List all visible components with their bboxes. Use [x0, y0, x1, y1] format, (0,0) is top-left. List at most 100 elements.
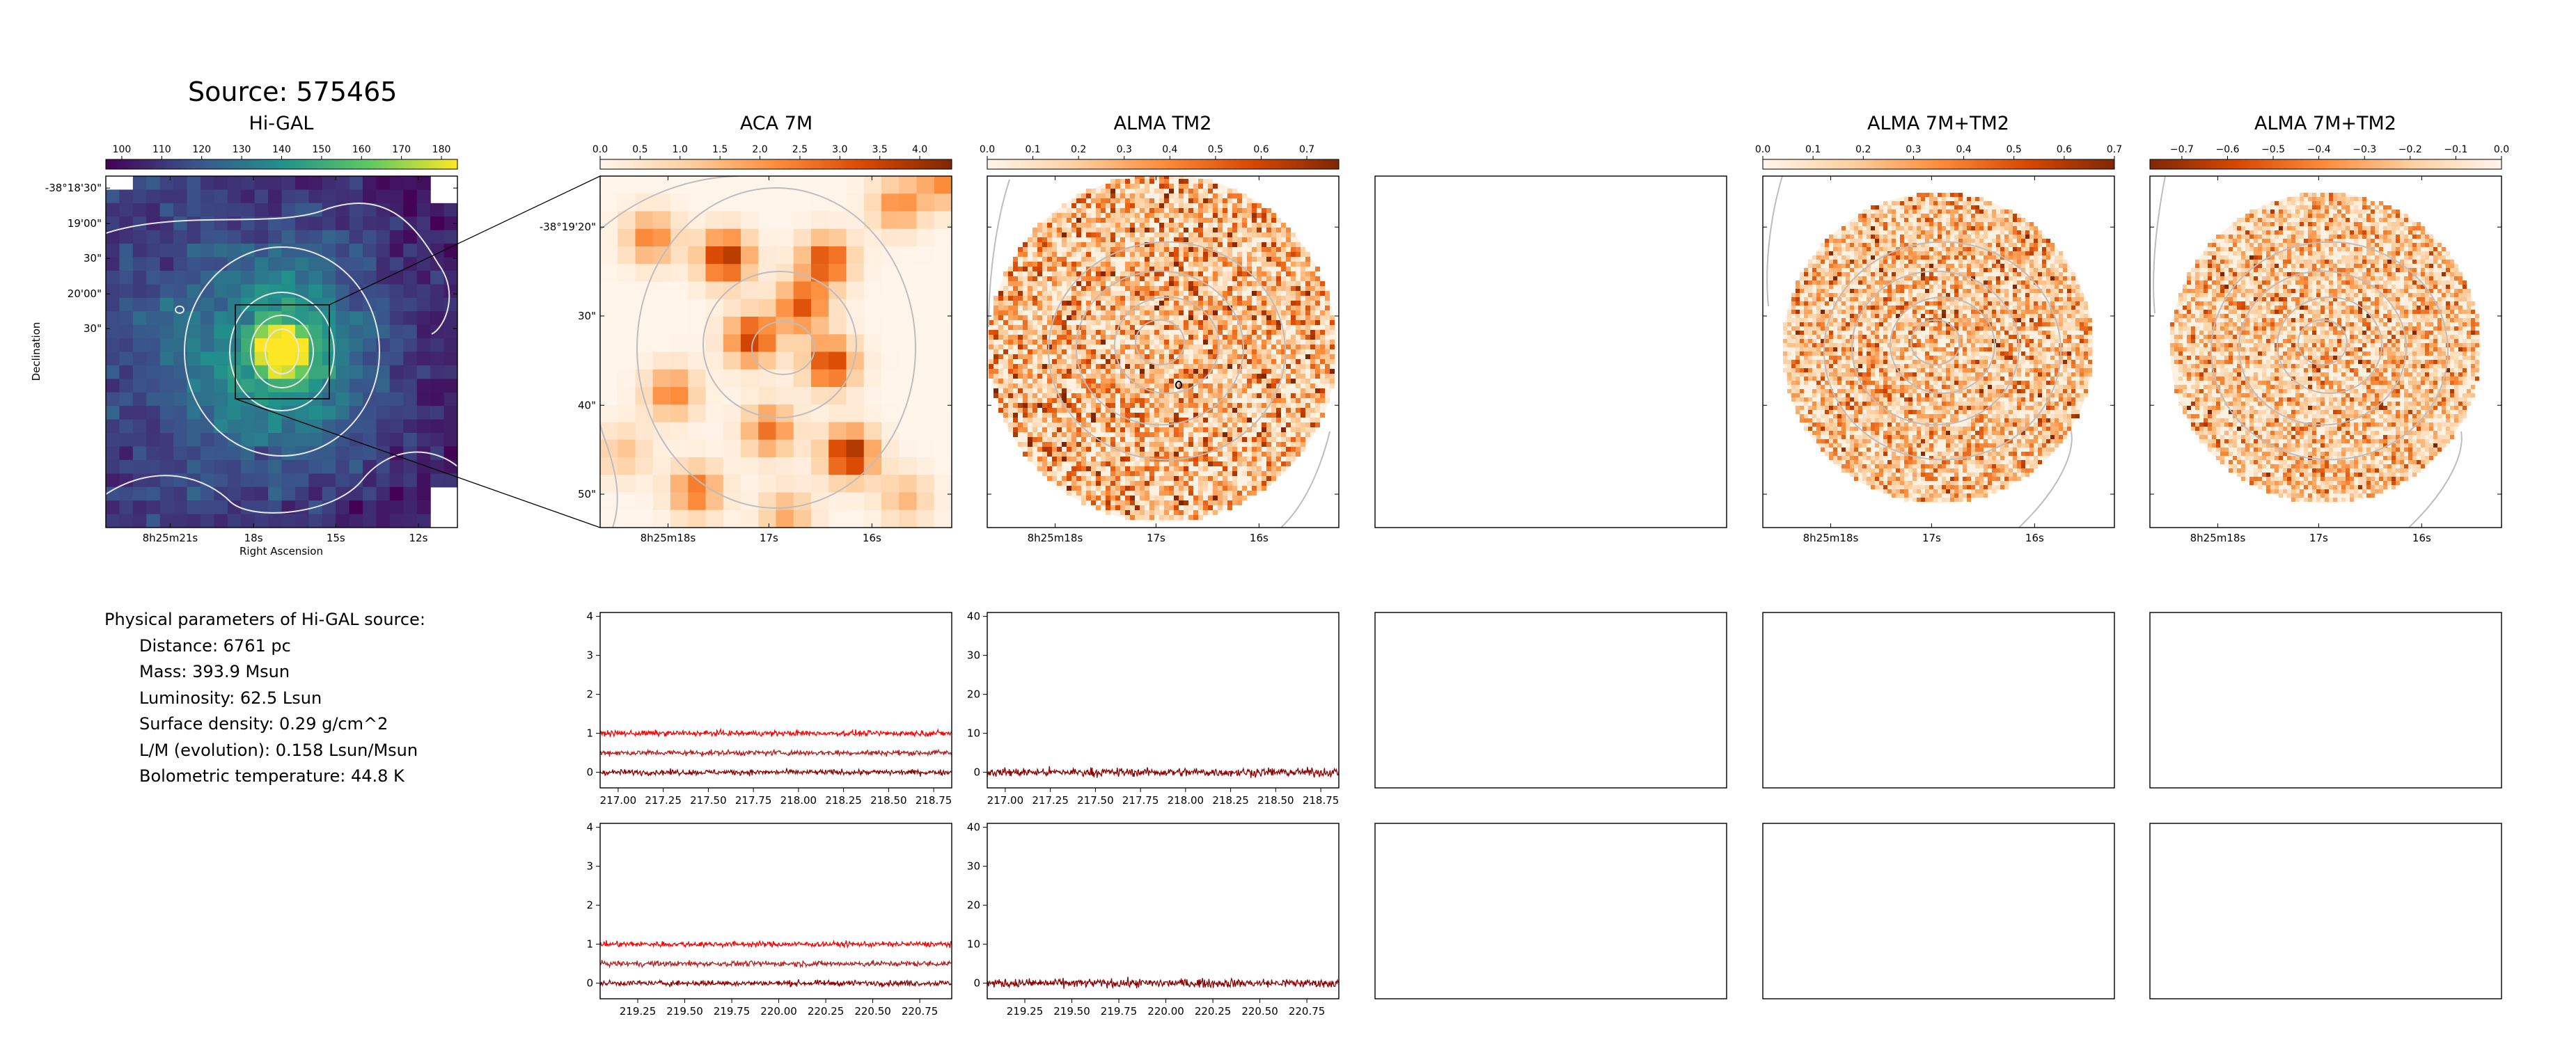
- colorbar-tick-label: 0.5: [632, 144, 647, 155]
- higal-y-label: Declination: [30, 322, 42, 381]
- x-tick-label: 17s: [1922, 532, 1941, 544]
- colorbar-tick-label: 0.4: [1162, 144, 1177, 155]
- alma-tm2-map: [989, 176, 1335, 520]
- alma-tm2-panel: ALMA TM2 0.0 0.1 0.2 0.3 0.4 0.5 0.6 0.7 8h25m1…: [980, 113, 1340, 544]
- parameter-luminosity-to-mass: L/M (evolution): 0.158 Lsun/Msun: [139, 740, 418, 760]
- x-tick-label: 17s: [1147, 532, 1165, 544]
- page-title: Source: 575465: [188, 77, 397, 107]
- physical-parameters: Physical parameters of Hi-GAL source: Di…: [104, 607, 425, 790]
- x-tick-label: 220.50: [854, 1005, 891, 1018]
- y-tick-label: 2: [586, 688, 593, 701]
- empty-spectrum-panel: [2149, 612, 2502, 789]
- parameter-distance: Distance: 6761 pc: [139, 635, 291, 656]
- colorbar-tick-label: 2.0: [752, 144, 767, 155]
- colorbar-tick-label: 140: [272, 144, 291, 155]
- alma-7m-tm2-colorbar: [1762, 159, 2115, 170]
- colorbar-tick-label: 0.2: [1071, 144, 1086, 155]
- x-tick-label: 16s: [863, 532, 881, 544]
- x-tick-label: 220.00: [1147, 1005, 1184, 1018]
- spectrum-series-line: [599, 727, 952, 738]
- aca-7m-title: ACA 7M: [740, 113, 812, 134]
- alma-7m-tm2-colorbar-ticks: 0.0 0.1 0.2 0.3 0.4 0.5 0.6 0.7: [1755, 144, 2122, 159]
- x-tick-label: 217.50: [690, 794, 727, 807]
- colorbar-tick-label: 0.1: [1805, 144, 1821, 155]
- higal-colorbar: [105, 159, 458, 170]
- x-tick-label: 218.75: [1303, 794, 1340, 807]
- colorbar-tick-label: 0.7: [2107, 144, 2122, 155]
- x-tick-label: 219.50: [666, 1005, 703, 1018]
- alma-tm2-title: ALMA TM2: [1114, 113, 1212, 134]
- spectrum-aca-spw2: 219.25 219.50 219.75 220.00 220.25 220.50 220.…: [586, 821, 952, 1018]
- x-tick-label: 217.75: [1122, 794, 1159, 807]
- alma-7m-tm2-panel: ALMA 7M+TM2 0.0 0.1 0.2 0.3 0.4 0.5 0.6 0.7 8h2…: [1755, 113, 2122, 544]
- spectrum-tm2-spw1: 217.00 217.25 217.50 217.75 218.00 218.25 218.…: [967, 610, 1340, 807]
- alma-7m-tm2-contours: [1766, 176, 2073, 528]
- y-tick-label: 40": [578, 399, 596, 411]
- alma-tm2-x-ticks: 8h25m18s 17s 16s: [987, 176, 1339, 544]
- x-tick-label: 8h25m18s: [2190, 532, 2246, 544]
- spectrum-series-line: [599, 768, 952, 777]
- empty-image-panel: [1374, 175, 1727, 528]
- y-tick-label: 30: [967, 649, 980, 662]
- colorbar-tick-label: 0.0: [980, 144, 995, 155]
- spectrum-series-line: [599, 960, 952, 969]
- parameter-bolometric-temperature: Bolometric temperature: 44.8 K: [139, 766, 405, 786]
- alma-7m-tm2-x-ticks: 8h25m18s 17s 16s: [1763, 176, 2114, 544]
- y-tick-label: 19'00": [68, 217, 102, 230]
- colorbar-tick-label: −0.7: [2170, 144, 2194, 155]
- y-tick-label: 0: [973, 977, 980, 990]
- spectrum-axes: [599, 612, 952, 789]
- x-tick-label: 220.25: [808, 1005, 845, 1018]
- aca-7m-colorbar: [599, 159, 952, 170]
- x-tick-label: 218.50: [1257, 794, 1294, 807]
- colorbar-tick-label: 0.6: [2057, 144, 2072, 155]
- x-tick-label: 16s: [1250, 532, 1269, 544]
- colorbar-tick-label: 3.0: [832, 144, 847, 155]
- higal-x-ticks: 8h25m21s 18s 15s 12s: [143, 176, 428, 544]
- x-tick-label: 217.00: [987, 794, 1024, 807]
- y-tick-label: -38°19'20": [540, 221, 596, 233]
- y-tick-label: 50": [578, 488, 596, 500]
- alma-tm2-contours: [988, 179, 1330, 528]
- colorbar-tick-label: 120: [192, 144, 211, 155]
- x-tick-label: 220.00: [760, 1005, 797, 1018]
- x-tick-label: 18s: [244, 532, 263, 544]
- x-tick-label: 16s: [2412, 532, 2431, 544]
- x-tick-label: 8h25m18s: [1028, 532, 1083, 544]
- x-tick-label: 217.25: [1032, 794, 1069, 807]
- y-tick-label: 0: [586, 977, 593, 990]
- zoom-connector-top: [329, 175, 601, 306]
- colorbar-tick-label: 0.3: [1117, 144, 1132, 155]
- aca-7m-panel: ACA 7M 0.0 0.5 1.0 1.5 2.0 2.5 3.0 3.5 4.0 8h25m…: [540, 113, 952, 544]
- higal-y-ticks: -38°18'30" 19'00" 30" 20'00" 30": [45, 182, 457, 335]
- colorbar-tick-label: 1.0: [673, 144, 688, 155]
- empty-spectrum-panel: [1762, 823, 2115, 999]
- y-tick-label: 20: [967, 688, 980, 701]
- spectrum-axes: [987, 823, 1340, 999]
- x-tick-label: 219.75: [714, 1005, 751, 1018]
- colorbar-tick-label: 0.2: [1855, 144, 1871, 155]
- spectrum-series-line: [599, 748, 952, 758]
- x-tick-label: 217.75: [735, 794, 772, 807]
- colorbar-tick-label: 0.6: [1253, 144, 1269, 155]
- x-tick-label: 218.25: [1212, 794, 1249, 807]
- colorbar-tick-label: 0.5: [1208, 144, 1223, 155]
- colorbar-tick-label: 110: [152, 144, 171, 155]
- x-tick-label: 220.50: [1241, 1005, 1278, 1018]
- y-tick-label: 10: [967, 938, 980, 951]
- alma-7m-tm2-negative-x-ticks: 8h25m18s 17s 16s: [2150, 176, 2502, 544]
- y-tick-label: 20'00": [68, 287, 102, 300]
- x-tick-label: 217.25: [645, 794, 682, 807]
- alma-7m-tm2-negative-title: ALMA 7M+TM2: [2254, 113, 2396, 134]
- alma-7m-tm2-axes: [1762, 175, 2115, 528]
- colorbar-tick-label: 4.0: [912, 144, 927, 155]
- x-tick-label: 218.00: [1168, 794, 1204, 807]
- higal-title: Hi-GAL: [249, 113, 314, 134]
- aca-7m-y-ticks: -38°19'20" 30" 40" 50": [540, 221, 952, 500]
- colorbar-tick-label: 0.0: [1755, 144, 1770, 155]
- higal-map: [106, 176, 457, 528]
- y-tick-label: 2: [586, 899, 593, 912]
- alma-7m-tm2-negative-contours: [2153, 176, 2463, 528]
- colorbar-tick-label: 150: [313, 144, 331, 155]
- alma-7m-tm2-negative-map: [2170, 193, 2479, 502]
